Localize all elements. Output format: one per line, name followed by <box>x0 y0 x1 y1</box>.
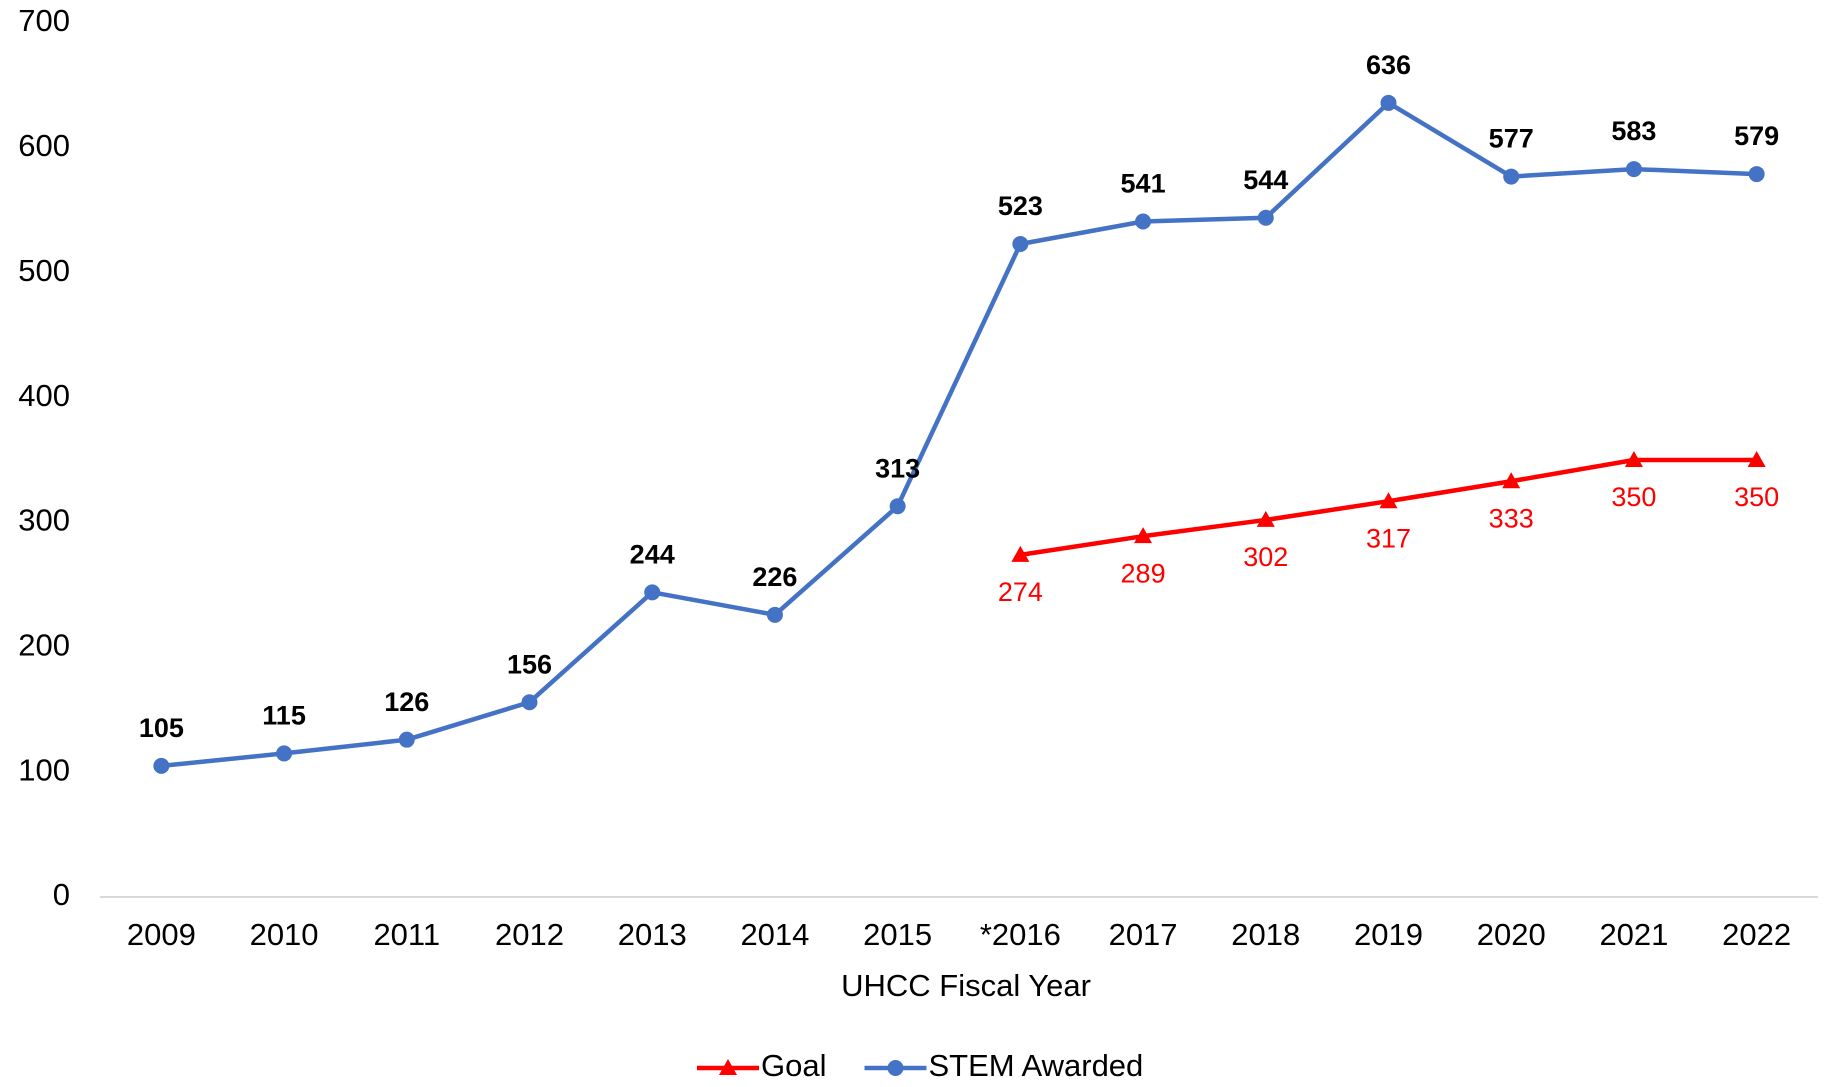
marker <box>1502 472 1521 489</box>
marker <box>1011 545 1030 562</box>
data-label: 333 <box>1489 503 1534 533</box>
marker <box>1624 451 1643 467</box>
marker <box>1012 235 1029 252</box>
series-line <box>161 100 1757 769</box>
x-tick-label: *2016 <box>980 917 1061 952</box>
marker <box>889 498 906 515</box>
data-label: 105 <box>139 713 184 743</box>
data-label: 126 <box>384 687 429 717</box>
marker <box>276 745 293 762</box>
marker <box>1257 209 1274 226</box>
x-tick-label: 2013 <box>618 917 687 952</box>
marker <box>1748 166 1765 183</box>
x-axis-title: UHCC Fiscal Year <box>841 968 1091 1003</box>
data-label: 350 <box>1611 482 1656 512</box>
marker <box>398 731 415 748</box>
marker <box>766 606 783 623</box>
data-label: 577 <box>1489 124 1534 154</box>
x-tick-label: 2011 <box>373 917 440 952</box>
data-label: 544 <box>1243 165 1288 195</box>
data-label: 579 <box>1734 121 1779 151</box>
data-label: 636 <box>1366 50 1411 80</box>
y-tick-label: 300 <box>18 503 70 538</box>
data-label: 302 <box>1243 542 1288 572</box>
x-tick-label: 2015 <box>863 917 932 952</box>
marker <box>153 757 170 774</box>
data-label: 313 <box>875 453 920 483</box>
data-label: 244 <box>630 539 675 569</box>
y-tick-label: 500 <box>18 253 70 288</box>
x-tick-label: 2010 <box>250 917 319 952</box>
y-tick-label: 700 <box>18 3 70 38</box>
data-label: 317 <box>1366 523 1411 553</box>
x-tick-label: 2021 <box>1599 917 1668 952</box>
y-tick-label: 600 <box>18 128 70 163</box>
marker <box>1379 492 1398 509</box>
marker <box>1380 94 1397 111</box>
data-label: 583 <box>1611 116 1656 146</box>
data-label: 274 <box>998 577 1043 607</box>
data-label: 226 <box>752 562 797 592</box>
marker <box>1256 510 1275 527</box>
marker <box>887 1060 904 1076</box>
x-tick-label: 2009 <box>127 917 196 952</box>
y-tick-label: 0 <box>53 877 70 912</box>
data-label: 115 <box>262 701 306 731</box>
marker <box>644 584 661 601</box>
x-tick-label: 2017 <box>1109 917 1178 952</box>
marker <box>719 1059 737 1075</box>
data-label: 156 <box>507 649 552 679</box>
legend-label: Goal <box>761 1048 826 1083</box>
data-label: 523 <box>998 191 1043 221</box>
x-tick-label: 2019 <box>1354 917 1423 952</box>
y-tick-label: 400 <box>18 378 70 413</box>
data-label: 350 <box>1734 482 1779 512</box>
marker <box>1135 213 1152 230</box>
marker <box>1134 527 1153 544</box>
legend-label: STEM Awarded <box>928 1048 1143 1083</box>
x-tick-label: 2014 <box>740 917 809 952</box>
data-label: 541 <box>1121 169 1166 199</box>
marker <box>1503 168 1520 185</box>
x-tick-label: 2018 <box>1231 917 1300 952</box>
marker <box>1625 161 1642 178</box>
data-label: 289 <box>1121 558 1166 588</box>
marker <box>521 694 538 711</box>
y-tick-label: 100 <box>18 752 70 787</box>
x-tick-label: 2022 <box>1722 917 1791 952</box>
y-tick-label: 200 <box>18 627 70 662</box>
x-tick-label: 2020 <box>1477 917 1546 952</box>
x-tick-label: 2012 <box>495 917 564 952</box>
marker <box>1747 451 1766 467</box>
